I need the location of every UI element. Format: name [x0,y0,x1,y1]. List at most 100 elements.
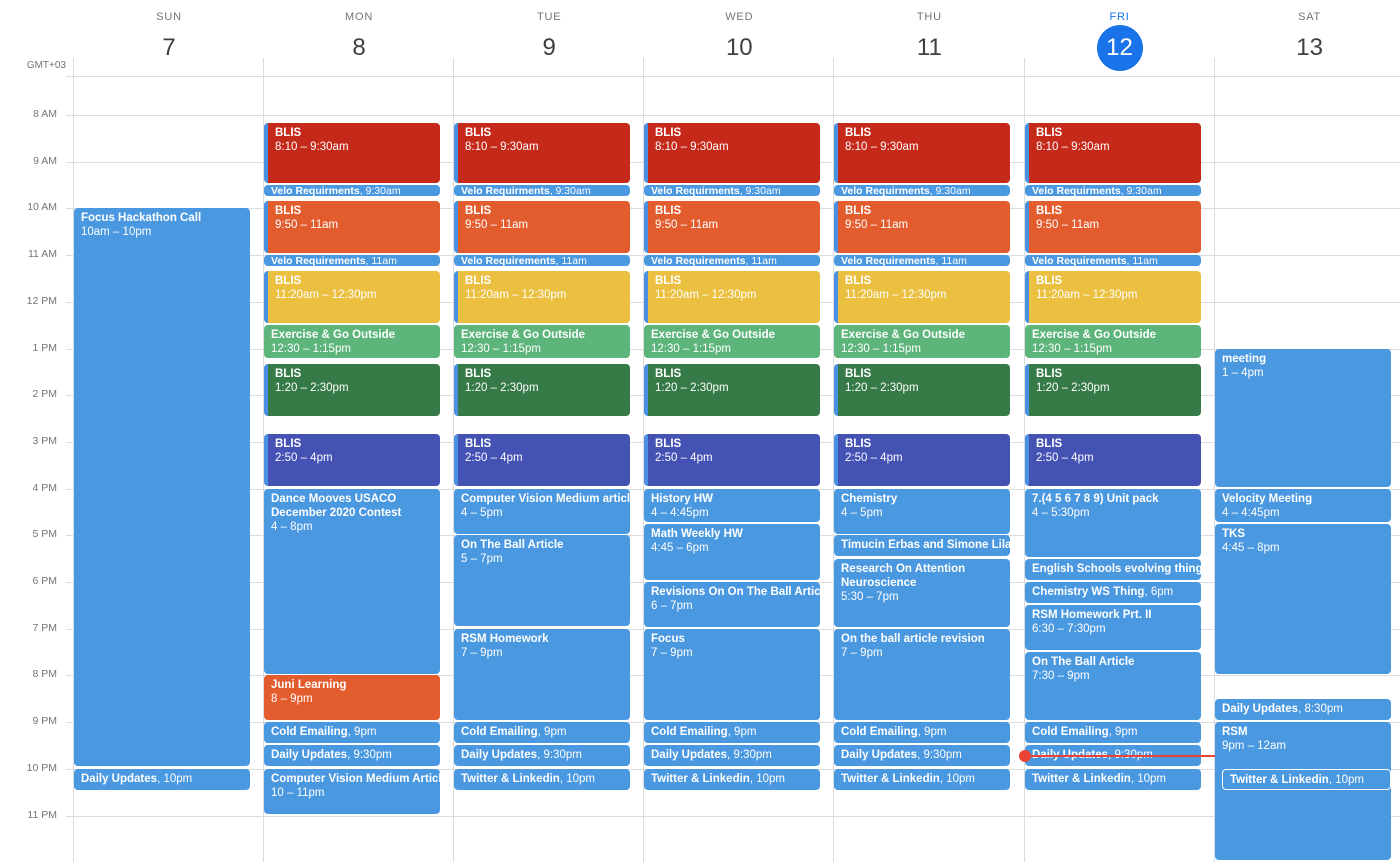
day-header-wed[interactable]: WED 10 [644,0,834,76]
calendar-event[interactable]: BLIS 1:20 – 2:30pm [1025,364,1201,416]
calendar-event[interactable]: Chemistry 4 – 5pm [834,489,1010,534]
calendar-event[interactable]: Daily Updates, 8:30pm [1215,699,1391,720]
calendar-event[interactable]: Cold Emailing, 9pm [264,722,440,743]
calendar-event[interactable]: Chemistry WS Thing, 6pm [1025,582,1201,603]
calendar-event[interactable]: Velo Requirements, 11am [454,255,630,266]
calendar-event[interactable]: On the ball article revision 7 – 9pm [834,629,1010,720]
day-number[interactable]: 8 [352,34,366,61]
calendar-event[interactable]: Velo Requirements, 11am [264,255,440,266]
day-column-divider [643,58,644,862]
calendar-event[interactable]: Twitter & Linkedin, 10pm [834,769,1010,790]
calendar-event[interactable]: BLIS 1:20 – 2:30pm [644,364,820,416]
calendar-event[interactable]: BLIS 9:50 – 11am [454,201,630,253]
calendar-event[interactable]: BLIS 2:50 – 4pm [454,434,630,486]
calendar-event[interactable]: RSM Homework Prt. II 6:30 – 7:30pm [1025,605,1201,650]
day-number[interactable]: 7 [162,34,176,61]
calendar-event[interactable]: BLIS 11:20am – 12:30pm [644,271,820,323]
day-header-sat[interactable]: SAT 13 [1215,0,1400,76]
calendar-event[interactable]: Juni Learning 8 – 9pm [264,675,440,720]
timezone-label: GMT+03 [26,60,66,71]
calendar-event[interactable]: BLIS 1:20 – 2:30pm [264,364,440,416]
day-number[interactable]: 11 [916,34,942,61]
calendar-event[interactable]: Twitter & Linkedin, 10pm [644,769,820,790]
calendar-event[interactable]: Twitter & Linkedin, 10pm [1222,769,1391,790]
calendar-event[interactable]: Dance Mooves USACO December 2020 Contest… [264,489,440,674]
calendar-event[interactable]: Revisions On On The Ball Article 6 – 7pm [644,582,820,627]
calendar-event[interactable]: Focus Hackathon Call 10am – 10pm [74,208,250,766]
calendar-event[interactable]: Daily Updates, 9:30pm [264,745,440,766]
calendar-event[interactable]: Exercise & Go Outside 12:30 – 1:15pm [1025,325,1201,358]
calendar-event[interactable]: Exercise & Go Outside 12:30 – 1:15pm [834,325,1010,358]
calendar-event[interactable]: BLIS 11:20am – 12:30pm [454,271,630,323]
calendar-event[interactable]: English Schools evolving thing, 5:30pm [1025,559,1201,580]
calendar-event[interactable]: Exercise & Go Outside 12:30 – 1:15pm [454,325,630,358]
calendar-event[interactable]: BLIS 8:10 – 9:30am [264,123,440,183]
calendar-event[interactable]: Velo Requirments, 9:30am [454,185,630,196]
calendar-event[interactable]: Cold Emailing, 9pm [1025,722,1201,743]
calendar-event[interactable]: Cold Emailing, 9pm [644,722,820,743]
calendar-event[interactable]: RSM 9pm – 12am [1215,722,1391,860]
calendar-event[interactable]: BLIS 8:10 – 9:30am [454,123,630,183]
calendar-event[interactable]: BLIS 2:50 – 4pm [264,434,440,486]
event-time: 11:20am – 12:30pm [465,289,567,301]
calendar-event[interactable]: Velo Requirements, 11am [1025,255,1201,266]
calendar-event[interactable]: Computer Vision Medium Article 10 – 11pm [264,769,440,814]
calendar-event[interactable]: BLIS 8:10 – 9:30am [1025,123,1201,183]
calendar-event[interactable]: Math Weekly HW 4:45 – 6pm [644,524,820,580]
calendar-event[interactable]: Velo Requirments, 9:30am [644,185,820,196]
calendar-event[interactable]: BLIS 11:20am – 12:30pm [264,271,440,323]
event-time: 5 – 7pm [461,553,503,565]
day-number[interactable]: 9 [542,34,556,61]
calendar-event[interactable]: Cold Emailing, 9pm [834,722,1010,743]
calendar-event[interactable]: BLIS 2:50 – 4pm [644,434,820,486]
day-header-mon[interactable]: MON 8 [264,0,454,76]
calendar-event[interactable]: On The Ball Article 7:30 – 9pm [1025,652,1201,720]
calendar-event[interactable]: Velo Requirments, 9:30am [264,185,440,196]
calendar-event[interactable]: BLIS 11:20am – 12:30pm [834,271,1010,323]
calendar-event[interactable]: Daily Updates, 9:30pm [834,745,1010,766]
calendar-event[interactable]: BLIS 9:50 – 11am [644,201,820,253]
day-number[interactable]: 10 [725,34,753,61]
day-header-fri[interactable]: FRI 12 [1025,0,1215,76]
day-header-tue[interactable]: TUE 9 [454,0,644,76]
day-header-sun[interactable]: SUN 7 [74,0,264,76]
calendar-event[interactable]: Velo Requirements, 11am [644,255,820,266]
calendar-event[interactable]: On The Ball Article 5 – 7pm [454,535,630,626]
calendar-event[interactable]: Velo Requirments, 9:30am [1025,185,1201,196]
calendar-event[interactable]: Exercise & Go Outside 12:30 – 1:15pm [264,325,440,358]
day-number[interactable]: 13 [1296,34,1323,61]
calendar-event[interactable]: BLIS 2:50 – 4pm [834,434,1010,486]
calendar-event[interactable]: Daily Updates, 10pm [74,769,250,790]
calendar-event[interactable]: Focus 7 – 9pm [644,629,820,720]
day-header-thu[interactable]: THU 11 [834,0,1024,76]
calendar-event[interactable]: History HW 4 – 4:45pm [644,489,820,522]
calendar-event[interactable]: TKS 4:45 – 8pm [1215,524,1391,674]
calendar-event[interactable]: RSM Homework 7 – 9pm [454,629,630,720]
calendar-event[interactable]: BLIS 8:10 – 9:30am [834,123,1010,183]
calendar-event[interactable]: BLIS 1:20 – 2:30pm [834,364,1010,416]
calendar-event[interactable]: BLIS 2:50 – 4pm [1025,434,1201,486]
calendar-event[interactable]: Twitter & Linkedin, 10pm [454,769,630,790]
calendar-event[interactable]: Velocity Meeting 4 – 4:45pm [1215,489,1391,522]
calendar-event[interactable]: BLIS 11:20am – 12:30pm [1025,271,1201,323]
calendar-event[interactable]: Cold Emailing, 9pm [454,722,630,743]
day-number[interactable]: 12 [1096,25,1143,71]
calendar-event[interactable]: Twitter & Linkedin, 10pm [1025,769,1201,790]
calendar-event[interactable]: BLIS 9:50 – 11am [834,201,1010,253]
calendar-event[interactable]: Research On Attention Neuroscience 5:30 –… [834,559,1010,627]
calendar-event[interactable]: Velo Requirments, 9:30am [834,185,1010,196]
calendar-event[interactable]: BLIS 1:20 – 2:30pm [454,364,630,416]
calendar-event[interactable]: Daily Updates, 9:30pm [644,745,820,766]
calendar-event[interactable]: Daily Updates, 9:30pm [454,745,630,766]
calendar-event[interactable]: BLIS 9:50 – 11am [1025,201,1201,253]
event-title: RSM Homework Prt. II [1032,609,1152,621]
calendar-event[interactable]: Computer Vision Medium article 4 – 5pm [454,489,630,534]
calendar-event[interactable]: BLIS 8:10 – 9:30am [644,123,820,183]
calendar-event[interactable]: Exercise & Go Outside 12:30 – 1:15pm [644,325,820,358]
calendar-event[interactable]: Timucin Erbas and Simone Lilavois [834,535,1010,556]
calendar-event[interactable]: Velo Requirements, 11am [834,255,1010,266]
event-title: BLIS [1036,438,1063,450]
calendar-event[interactable]: BLIS 9:50 – 11am [264,201,440,253]
calendar-event[interactable]: meeting 1 – 4pm [1215,349,1391,487]
calendar-event[interactable]: 7.(4 5 6 7 8 9) Unit pack 4 – 5:30pm [1025,489,1201,557]
